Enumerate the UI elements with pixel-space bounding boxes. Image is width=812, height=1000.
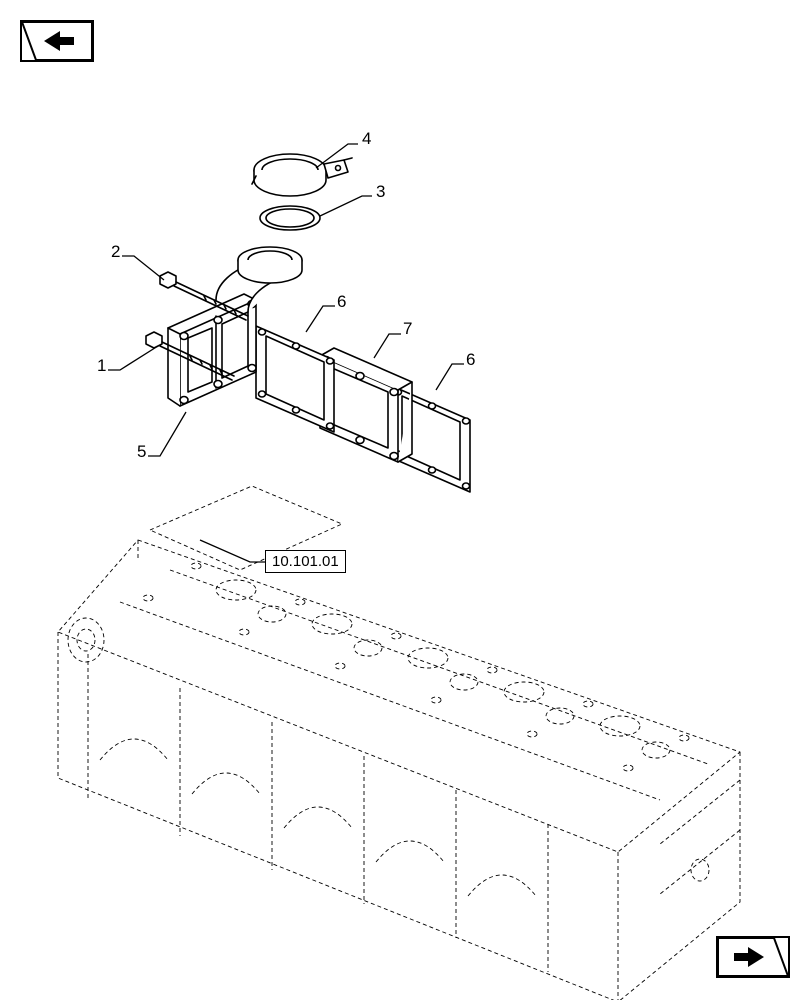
clamp	[252, 154, 352, 196]
callout-3: 3	[376, 182, 385, 202]
nav-back-badge[interactable]	[20, 20, 94, 62]
reference-box: 10.101.01	[265, 550, 346, 573]
nav-forward-badge[interactable]	[716, 936, 790, 978]
callout-4: 4	[362, 129, 371, 149]
back-arrow-icon	[22, 22, 92, 60]
diagram-svg	[0, 0, 812, 1000]
gasket-6a	[256, 326, 334, 432]
callout-2: 2	[111, 242, 120, 262]
callout-5: 5	[137, 442, 146, 462]
callout-6a: 6	[337, 292, 346, 312]
gasket-ring	[260, 206, 320, 230]
callout-1: 1	[97, 356, 106, 376]
forward-arrow-icon	[718, 938, 788, 976]
callout-6b: 6	[466, 350, 475, 370]
callout-7: 7	[403, 319, 412, 339]
diagram-canvas: 1 2 3 4 5 6 6 7 10.101.01	[0, 0, 812, 1000]
cylinder-head-phantom	[58, 540, 740, 1000]
